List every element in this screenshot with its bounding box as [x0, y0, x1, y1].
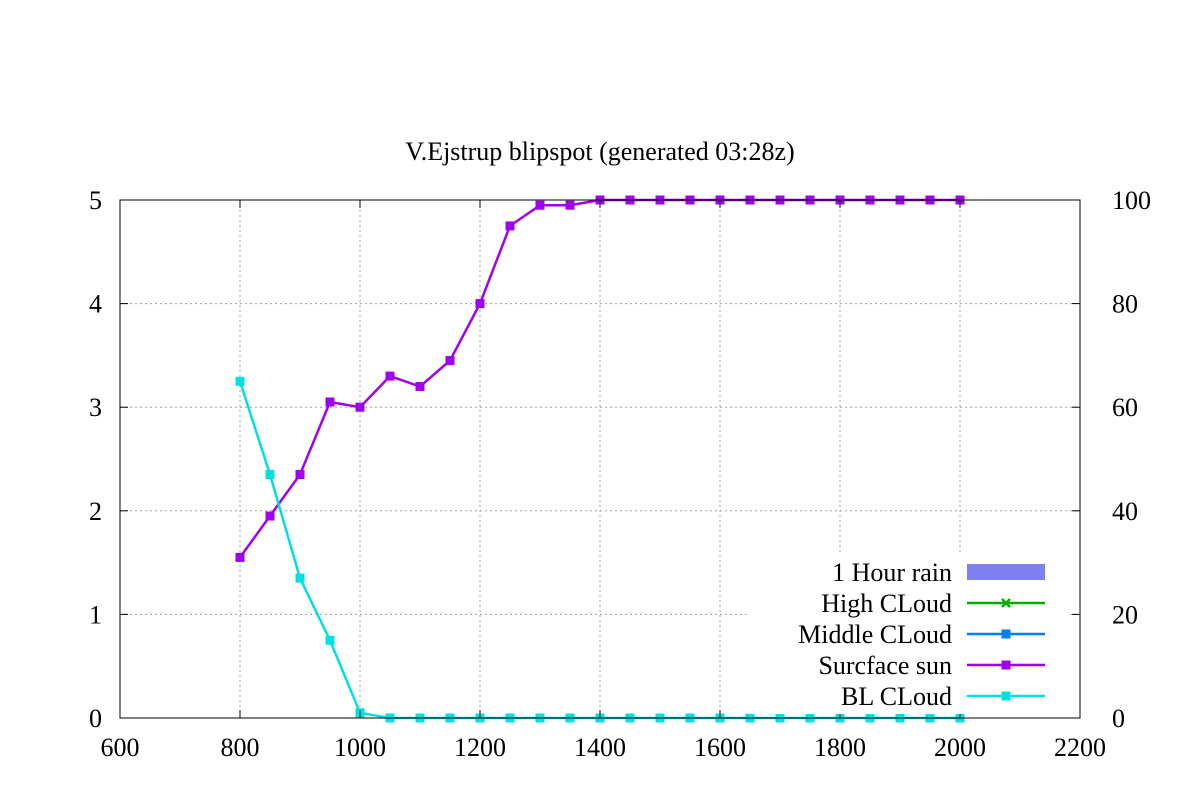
legend-marker-middle-cloud [1001, 629, 1011, 639]
y-left-tick-label: 3 [89, 393, 102, 422]
x-tick-label: 800 [221, 733, 260, 762]
legend-label-middle-cloud: Middle CLoud [798, 620, 952, 649]
y-right-tick-label: 0 [1112, 704, 1125, 733]
data-point-bl-cloud [325, 635, 335, 645]
data-point-bl-cloud [265, 470, 275, 479]
legend-marker-surcface-sun [1001, 660, 1011, 670]
data-point-bl-cloud [235, 376, 245, 386]
legend-marker-bl-cloud [1001, 691, 1011, 701]
x-tick-label: 1600 [694, 733, 746, 762]
data-point-surcface-sun [445, 356, 455, 366]
data-point-surcface-sun [265, 511, 275, 521]
legend-label-high-cloud: High CLoud [821, 589, 952, 618]
y-right-tick-label: 100 [1112, 186, 1151, 215]
x-tick-label: 1000 [334, 733, 386, 762]
x-tick-label: 1200 [454, 733, 506, 762]
data-point-surcface-sun [325, 397, 335, 407]
y-left-tick-label: 5 [89, 186, 102, 215]
y-right-tick-label: 40 [1112, 497, 1138, 526]
data-point-surcface-sun [415, 382, 425, 391]
chart-title: V.Ejstrup blipspot (generated 03:28z) [405, 137, 794, 166]
tick-labels: 600 800 1000 1200 1400 1600 1800 2000 2200012345… [89, 186, 1151, 762]
data-point-surcface-sun [235, 552, 245, 562]
data-point-surcface-sun [385, 371, 395, 381]
data-point-surcface-sun [355, 402, 365, 412]
x-tick-label: 1400 [574, 733, 626, 762]
y-left-tick-label: 1 [89, 600, 102, 629]
x-tick-label: 600 [101, 733, 140, 762]
y-right-tick-label: 20 [1112, 600, 1138, 629]
data-point-surcface-sun [295, 470, 305, 479]
data-point-surcface-sun [565, 200, 575, 210]
y-right-tick-label: 80 [1112, 290, 1138, 319]
y-right-tick-label: 60 [1112, 393, 1138, 422]
y-left-tick-label: 4 [89, 290, 102, 319]
legend-swatch-1-hour-rain [967, 564, 1045, 580]
data-point-bl-cloud [295, 573, 305, 583]
x-tick-label: 1800 [814, 733, 866, 762]
data-point-surcface-sun [505, 221, 515, 231]
legend-label-surcface-sun: Surcface sun [818, 651, 952, 680]
legend-label-1-hour-rain: 1 Hour rain [832, 558, 952, 587]
legend-marker-high-cloud [1001, 598, 1011, 608]
data-point-surcface-sun [535, 200, 545, 210]
y-left-tick-label: 0 [89, 704, 102, 733]
legend-label-bl-cloud: BL CLoud [841, 682, 952, 711]
series-line-surcface-sun [238, 198, 960, 559]
data-point-surcface-sun [475, 299, 485, 309]
x-tick-label: 2200 [1054, 733, 1106, 762]
x-tick-label: 2000 [934, 733, 986, 762]
y-left-tick-label: 2 [89, 497, 102, 526]
